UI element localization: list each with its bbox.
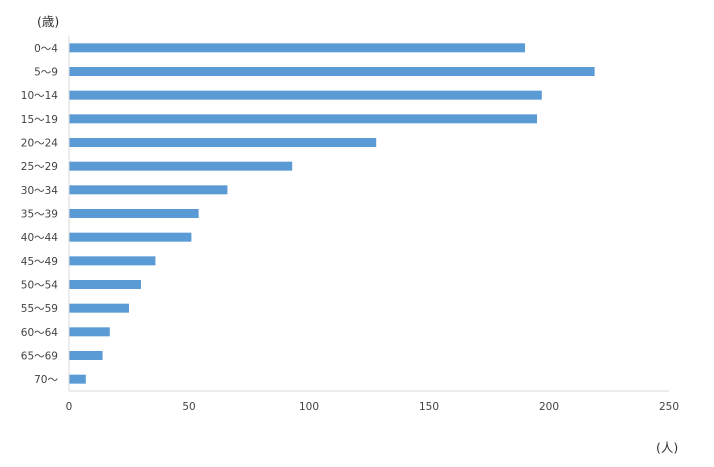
bar-9: [69, 256, 156, 266]
category-label-5: 25～29: [21, 161, 58, 173]
bar-11: [69, 303, 129, 313]
category-label-11: 55～59: [21, 303, 58, 315]
x-tick-label-1: 50: [182, 401, 195, 413]
bar-13: [69, 351, 103, 360]
bar-14: [69, 374, 86, 384]
category-label-3: 15～19: [21, 114, 58, 126]
x-tick-label-0: 0: [66, 401, 73, 413]
category-label-0: 0～4: [34, 43, 58, 55]
category-label-10: 50～54: [21, 280, 59, 292]
x-tick-label-4: 200: [539, 401, 559, 413]
bar-5: [69, 161, 293, 171]
category-label-6: 30～34: [21, 185, 59, 197]
category-label-4: 20～24: [21, 138, 59, 150]
y-unit-label: (歳): [37, 14, 59, 29]
bar-0: [69, 43, 525, 53]
category-label-8: 40～44: [21, 232, 59, 244]
x-tick-label-5: 250: [659, 401, 679, 413]
x-tick-label-3: 150: [419, 401, 439, 413]
x-unit-label: (人): [656, 440, 678, 455]
x-tick-labels: 0 50 100 150 200 250: [66, 401, 679, 413]
category-label-9: 45～49: [21, 256, 58, 268]
bar-4: [69, 138, 377, 147]
bars-group: [69, 43, 595, 384]
bar-1: [69, 67, 595, 76]
category-label-13: 65～69: [21, 351, 58, 363]
category-labels: 0～4 5～9 10～14 15～19 20～24 25～29 30～34 35～39 40～4…: [21, 43, 59, 386]
bar-8: [69, 232, 192, 242]
category-label-1: 5～9: [34, 67, 58, 79]
bar-3: [69, 114, 537, 124]
bar-10: [69, 280, 141, 289]
category-label-12: 60～64: [21, 327, 59, 339]
bar-12: [69, 327, 110, 337]
category-label-14: 70～: [34, 374, 58, 386]
category-label-2: 10～14: [21, 90, 59, 102]
bar-7: [69, 209, 199, 218]
x-tick-label-2: 100: [299, 401, 319, 413]
bar-2: [69, 90, 542, 100]
bar-6: [69, 185, 228, 195]
category-label-7: 35～39: [21, 209, 58, 221]
